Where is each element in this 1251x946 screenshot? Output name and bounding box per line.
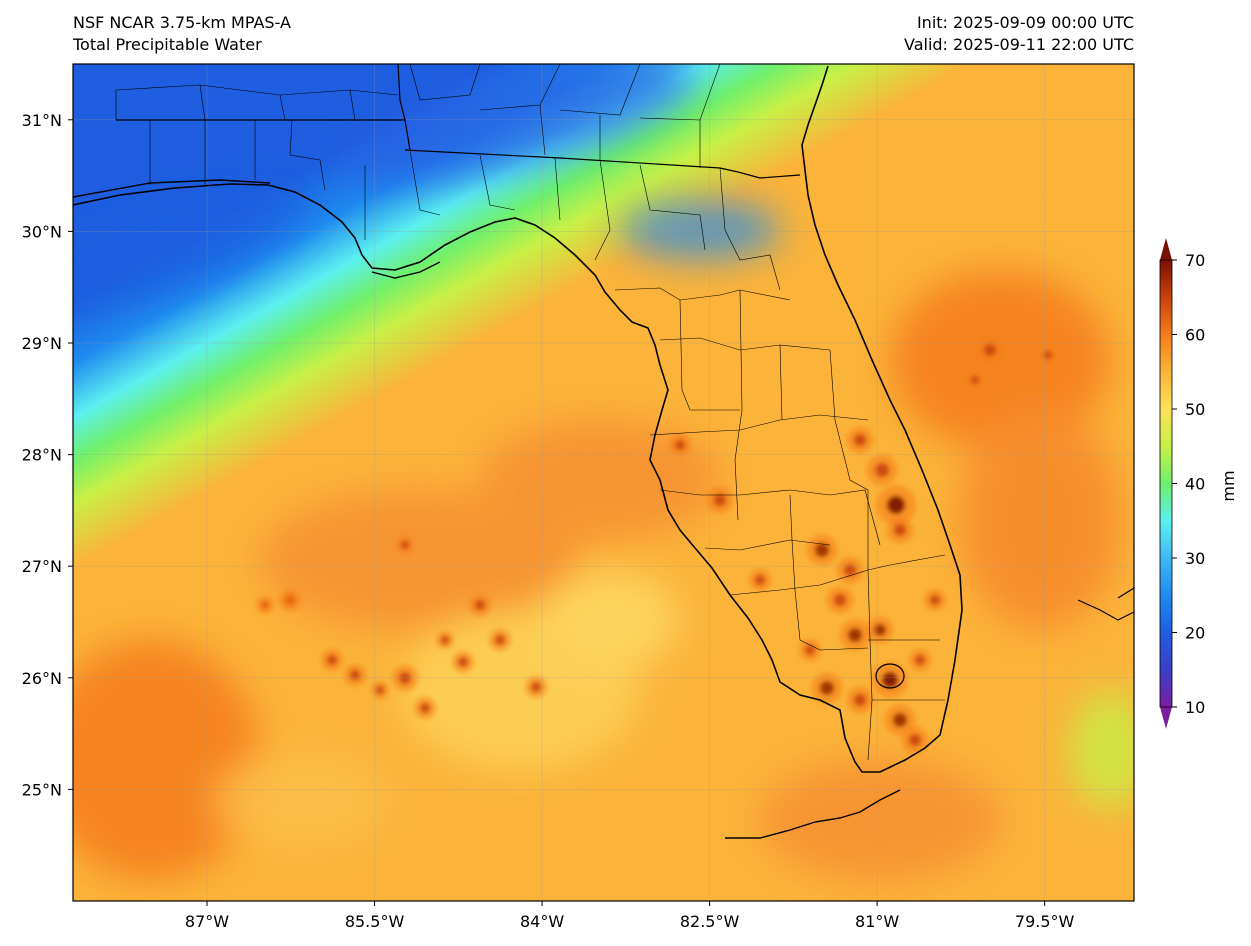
map-frame [72, 63, 1135, 902]
model-title: NSF NCAR 3.75-km MPAS-A [73, 13, 291, 32]
cell-core [285, 595, 295, 605]
lake-okeechobee [875, 663, 905, 689]
colorbar-fill [1160, 260, 1172, 707]
cell-core [930, 595, 940, 605]
cell-core [834, 594, 846, 606]
cell-core [420, 703, 430, 713]
convective-cells [256, 336, 1057, 754]
cell-core [820, 681, 834, 695]
lon-tick-label: 85.5°W [345, 912, 405, 931]
cell-core [854, 694, 866, 706]
cell-core [848, 628, 862, 642]
cell-core [875, 463, 889, 477]
lat-ticks: 31°N 30°N 29°N 28°N 27°N 26°N 25°N [22, 111, 73, 799]
florida-coastline [73, 65, 963, 773]
cell-core [844, 564, 856, 576]
cell-core [984, 344, 996, 356]
cell-core [376, 686, 384, 694]
lat-tick-label: 31°N [22, 111, 62, 130]
tpw-field [73, 64, 1134, 901]
graticule [73, 64, 1134, 901]
colorbar-extend-max [1160, 238, 1172, 260]
cell-core [915, 655, 925, 665]
cell-core [805, 645, 815, 655]
lon-tick-label: 87°W [185, 912, 229, 931]
cell-core [909, 734, 921, 746]
lon-ticks: 87°W 85.5°W 84°W 82.5°W 81°W 79.5°W [185, 901, 1075, 931]
state-border-al-ga [397, 64, 411, 151]
colorbar-tick-label: 60 [1185, 326, 1205, 345]
cell-core [261, 601, 269, 609]
bahamas-coast [1077, 587, 1134, 621]
colorbar-tick-label: 70 [1185, 251, 1205, 270]
colorbar: 70 60 50 40 30 20 10 mm [1159, 238, 1238, 729]
florida-keys [725, 789, 901, 839]
lon-tick-label: 82.5°W [680, 912, 740, 931]
colorbar-ticks: 70 60 50 40 30 20 10 [1172, 251, 1205, 717]
lon-tick-label: 79.5°W [1015, 912, 1075, 931]
colorbar-unit: mm [1219, 470, 1238, 501]
colorbar-tick-label: 20 [1185, 624, 1205, 643]
cell-core [401, 541, 409, 549]
colorbar-tick-label: 30 [1185, 549, 1205, 568]
lat-tick-label: 29°N [22, 334, 62, 353]
cell-core [475, 600, 485, 610]
cell-core [675, 440, 685, 450]
panhandle-islands [73, 179, 441, 279]
init-time: Init: 2025-09-09 00:00 UTC [916, 13, 1134, 32]
lat-tick-label: 26°N [22, 669, 62, 688]
colorbar-extend-min [1160, 707, 1172, 729]
cell-core [894, 524, 906, 536]
cell-core [882, 672, 898, 688]
header-right: Init: 2025-09-09 00:00 UTC Valid: 2025-0… [904, 12, 1134, 56]
cell-core [887, 496, 905, 514]
cell-core [327, 655, 337, 665]
lat-tick-label: 30°N [22, 222, 62, 241]
lat-tick-label: 27°N [22, 557, 62, 576]
cell-core [458, 657, 468, 667]
cell-core [350, 670, 360, 680]
lon-tick-label: 81°W [855, 912, 899, 931]
state-border-ga-fl [404, 149, 801, 179]
colorbar-tick-label: 50 [1185, 400, 1205, 419]
cell-core [971, 376, 979, 384]
colorbar-tick-label: 10 [1185, 698, 1205, 717]
cell-core [1044, 351, 1052, 359]
cell-core [714, 494, 726, 506]
cell-core [495, 635, 505, 645]
lat-tick-label: 28°N [22, 446, 62, 465]
colorbar-tick-label: 40 [1185, 475, 1205, 494]
cell-core [874, 624, 886, 636]
cell-core [441, 636, 449, 644]
cell-core [893, 713, 907, 727]
header-left: NSF NCAR 3.75-km MPAS-A Total Precipitab… [73, 12, 291, 56]
cell-core [531, 682, 541, 692]
county-borders [115, 64, 946, 761]
lon-tick-label: 84°W [520, 912, 564, 931]
valid-time: Valid: 2025-09-11 22:00 UTC [903, 35, 1134, 54]
cell-core [854, 434, 866, 446]
cell-core [755, 575, 765, 585]
cell-core [815, 543, 829, 557]
boundaries [73, 64, 1134, 839]
field-title: Total Precipitable Water [73, 35, 262, 54]
lat-tick-label: 25°N [22, 780, 62, 799]
